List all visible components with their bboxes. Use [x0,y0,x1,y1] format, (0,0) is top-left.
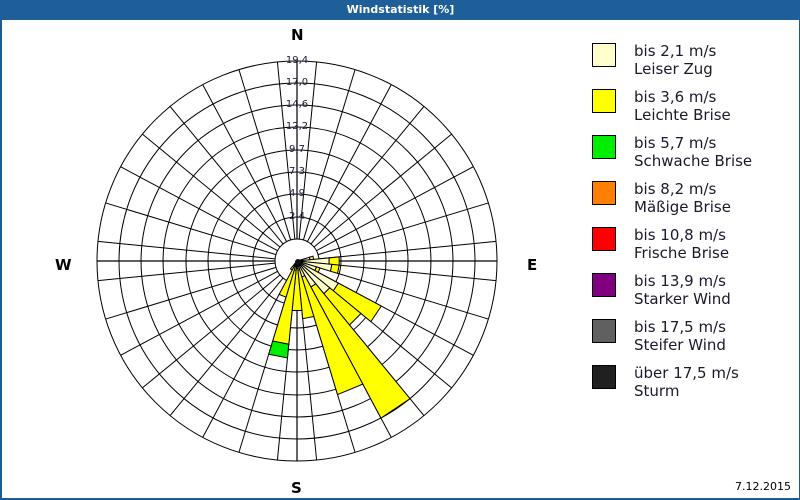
compass-east-label: E [527,256,538,274]
grid-spoke [105,266,277,320]
legend-label: Leichte Brise [634,106,731,124]
grid-spoke [318,240,497,260]
legend-range: bis 5,7 m/s [634,134,717,152]
legend-label: Sturm [634,382,680,400]
ring-label: 19,4 [286,55,308,66]
legend-range: bis 13,9 m/s [634,272,726,290]
grid-spoke [316,166,474,252]
grid-spoke [317,202,489,256]
legend-label: Frische Brise [634,244,730,262]
grid-spoke [97,262,276,282]
ring-label: 17,0 [286,77,308,88]
wind-bar-segment [289,263,296,271]
compass-north-label: N [291,26,304,44]
date-label: 7.12.2015 [735,480,791,493]
grid-spoke [142,274,281,389]
legend-swatch [592,227,616,251]
grid-spoke [169,277,284,416]
grid-spoke [142,133,281,248]
wind-bar-segment [272,269,297,345]
legend-label: Starker Wind [634,290,731,308]
legend-range: bis 17,5 m/s [634,318,726,336]
compass-south-label: S [291,479,302,497]
legend-swatch [592,43,616,67]
grid-spoke [202,84,288,242]
grid-spoke [202,280,288,438]
wind-bar-segment [310,283,411,419]
legend-range: bis 10,8 m/s [634,226,726,244]
grid-spoke [120,270,278,356]
wind-bar-segment [329,263,340,274]
center-marker [295,259,301,265]
grid-spoke [105,202,277,256]
window-title: Windstatistik [%] [0,0,800,20]
wind-bar-segment [301,275,364,396]
legend-swatch [592,135,616,159]
grid-spoke [310,106,425,245]
grid-spoke [306,84,392,242]
grid-spoke [276,61,296,240]
wind-bar-segment [268,340,290,359]
grid-spoke [120,166,278,252]
ring-label: 2,4 [289,211,305,222]
legend-swatch [592,89,616,113]
legend-swatch [592,365,616,389]
ring-label: 14,6 [286,99,308,110]
grid-spoke [318,262,497,282]
ring-label: 7,3 [289,166,305,177]
legend-swatch [592,319,616,343]
grid-spoke [169,106,284,245]
grid-spoke [298,61,318,240]
legend-label: Schwache Brise [634,152,753,170]
legend-label: Mäßige Brise [634,198,731,216]
grid-spoke [238,69,292,241]
legend-range: über 17,5 m/s [634,364,739,382]
ring-label: 12,2 [286,121,308,132]
legend-range: bis 2,1 m/s [634,42,717,60]
legend-range: bis 8,2 m/s [634,180,717,198]
ring-label: 4,9 [289,188,305,199]
legend-swatch [592,273,616,297]
grid-spoke [317,266,489,320]
grid-spoke [302,69,356,241]
wind-bar-segment [332,282,383,323]
ring-label: 9,7 [289,144,305,155]
compass-west-label: W [55,256,72,274]
legend-label: Steifer Wind [634,336,726,354]
legend-label: Leiser Zug [634,60,713,78]
legend-swatch [592,181,616,205]
grid-spoke [97,240,276,260]
grid-spoke [313,133,452,248]
legend-range: bis 3,6 m/s [634,88,717,106]
